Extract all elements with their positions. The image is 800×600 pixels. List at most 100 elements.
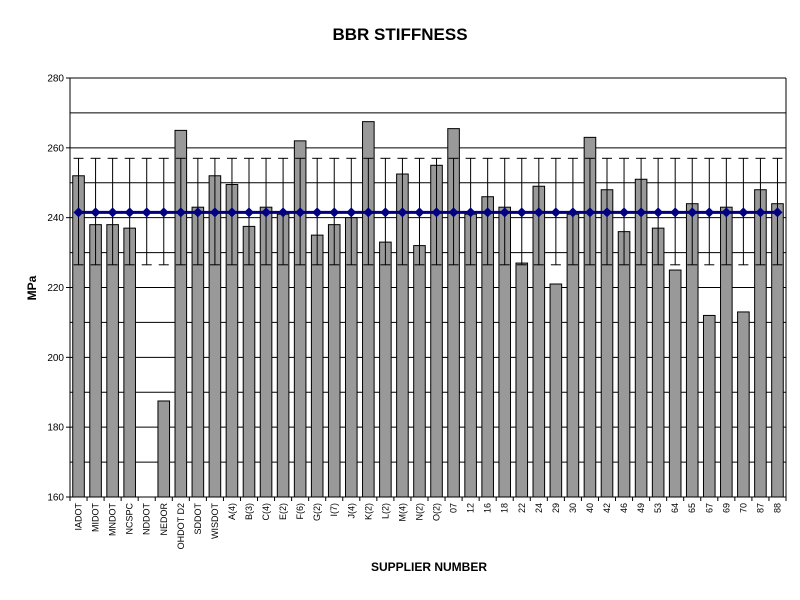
x-tick-label: A(4) <box>227 503 237 520</box>
mean-point <box>414 207 425 218</box>
y-tick-label: 180 <box>47 423 64 434</box>
mean-point <box>516 207 527 218</box>
chart-title: BBR STIFFNESS <box>332 25 467 44</box>
bar <box>702 314 716 498</box>
y-tick-label: 220 <box>47 283 64 294</box>
mean-point <box>192 207 203 218</box>
bar <box>106 224 119 498</box>
mean-point <box>482 207 493 218</box>
mean-point <box>653 207 664 218</box>
bar <box>668 269 682 498</box>
x-tick-label: OHDOT D2 <box>176 503 186 549</box>
x-tick-label: WISDOT <box>210 503 220 539</box>
mean-point <box>90 207 101 218</box>
x-tick-label: N(2) <box>414 503 424 521</box>
x-tick-label: 53 <box>653 503 663 513</box>
mean-point <box>261 207 272 218</box>
bar <box>617 231 631 498</box>
mean-point <box>755 207 766 218</box>
mean-point <box>124 207 135 218</box>
bar <box>174 129 188 498</box>
x-tick-label: O(2) <box>432 503 442 521</box>
y-axis-title: MPa <box>25 275 39 300</box>
bar <box>310 234 324 498</box>
x-tick-label: 64 <box>670 503 680 513</box>
bar <box>293 140 307 498</box>
x-tick-label: 70 <box>738 503 748 513</box>
x-tick-label: E(2) <box>278 503 288 520</box>
bar <box>379 241 392 498</box>
mean-point <box>499 207 510 218</box>
mean-point <box>687 207 698 218</box>
x-tick-label: 18 <box>500 503 510 513</box>
x-tick-label: IADOT <box>74 503 84 531</box>
bar <box>89 224 102 498</box>
mean-point <box>209 207 220 218</box>
mean-point <box>244 207 254 218</box>
mean-point <box>363 207 374 218</box>
mean-point <box>107 207 118 218</box>
bar <box>737 311 750 498</box>
mean-point <box>533 207 544 218</box>
x-tick-label: C(4) <box>261 503 271 521</box>
x-tick-label: NCSPC <box>125 503 135 535</box>
x-tick-label: MIDOT <box>91 503 101 532</box>
x-tick-label: 88 <box>772 503 782 513</box>
x-tick-label: 22 <box>517 503 527 513</box>
bar <box>549 283 563 498</box>
y-tick-label: 260 <box>47 143 64 154</box>
x-tick-label: 65 <box>687 503 697 513</box>
x-tick-label: L(2) <box>380 503 390 519</box>
x-tick-label: 07 <box>449 503 459 513</box>
mean-point <box>602 207 612 218</box>
mean-point <box>295 207 306 218</box>
x-tick-label: J(4) <box>346 503 356 519</box>
x-tick-label: I(7) <box>329 503 339 517</box>
mean-point <box>380 207 391 218</box>
y-tick-label: 200 <box>47 353 64 364</box>
mean-point <box>278 207 289 218</box>
x-tick-label: F(6) <box>295 503 305 520</box>
mean-point <box>73 207 84 218</box>
mean-point <box>346 207 357 218</box>
y-tick-label: 280 <box>47 74 64 85</box>
mean-point <box>141 207 152 218</box>
bar <box>515 262 529 498</box>
x-tick-label: G(2) <box>312 503 322 521</box>
x-tick-label: K(2) <box>363 503 373 520</box>
mean-point <box>772 207 783 218</box>
x-tick-label: NDDOT <box>142 503 152 535</box>
x-tick-label: NEDOR <box>159 503 169 536</box>
x-tick-label: 12 <box>466 503 476 513</box>
x-tick-label: 24 <box>534 503 544 513</box>
mean-point <box>550 207 561 218</box>
mean-point <box>312 207 323 218</box>
bar <box>242 225 256 498</box>
x-tick-label: 42 <box>602 503 612 513</box>
bar <box>123 227 136 498</box>
x-axis-title: SUPPLIER NUMBER <box>371 560 487 574</box>
x-tick-label: 87 <box>755 503 765 513</box>
x-tick-labels: IADOT MIDOT MNDOT NCSPC NDDOT NEDOR OHDOT D2 SD… <box>74 502 783 549</box>
mean-point <box>448 207 459 218</box>
x-tick-label: 46 <box>619 503 629 513</box>
bar <box>362 121 375 498</box>
mean-series <box>73 207 783 218</box>
x-tick-label: 49 <box>636 503 646 513</box>
x-tick-label: B(3) <box>244 503 254 520</box>
mean-point <box>738 207 749 218</box>
mean-point <box>175 207 186 218</box>
bar <box>447 128 460 498</box>
bar <box>651 227 665 498</box>
bars <box>72 121 784 498</box>
x-tick-label: 40 <box>585 503 595 513</box>
x-tick-label: 29 <box>551 503 561 513</box>
mean-point <box>158 207 169 218</box>
mean-point <box>721 207 732 218</box>
mean-point <box>619 207 630 218</box>
mean-point <box>704 207 715 218</box>
mean-point <box>636 207 647 218</box>
mean-point <box>465 207 476 218</box>
y-tick-label: 240 <box>47 213 64 224</box>
